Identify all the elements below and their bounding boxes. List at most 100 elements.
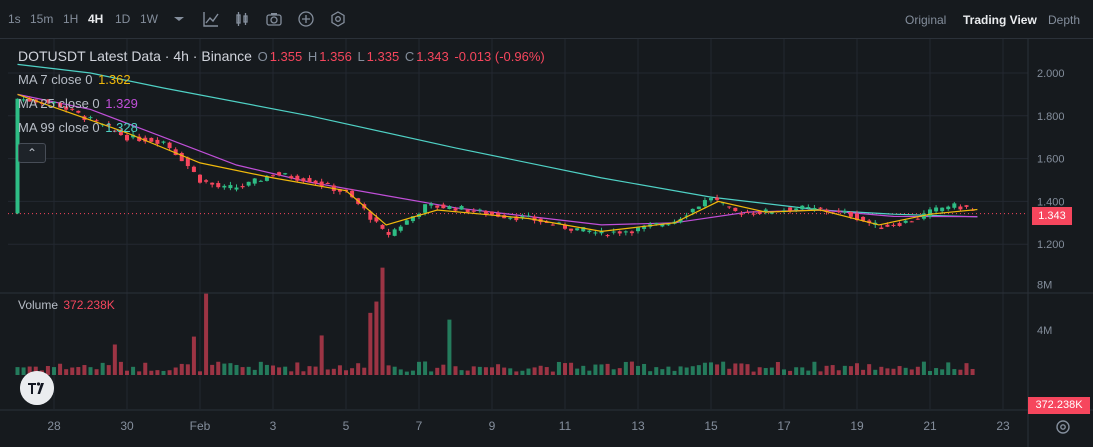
volume-bar — [830, 365, 835, 375]
time-tick-label: 7 — [416, 419, 423, 433]
candle-body — [921, 213, 926, 219]
candle-body — [477, 209, 482, 211]
volume-bar — [745, 364, 750, 375]
candle-body — [173, 149, 178, 156]
add-icon[interactable] — [297, 10, 315, 28]
volume-bar — [58, 363, 63, 375]
volume-bar — [112, 344, 117, 375]
candle-body — [684, 215, 689, 217]
camera-icon[interactable] — [265, 10, 283, 28]
candle-body — [848, 212, 853, 217]
time-tick-label: 21 — [923, 419, 937, 433]
interval-1h[interactable]: 1H — [63, 12, 79, 26]
volume-bar — [216, 361, 221, 375]
candle-body — [490, 211, 494, 215]
chevron-down-icon[interactable] — [170, 10, 188, 28]
candle-body — [763, 209, 768, 212]
volume-label: Volume — [18, 298, 59, 312]
candle-body — [94, 120, 99, 122]
interval-15m[interactable]: 15m — [30, 12, 54, 26]
time-tick-label: 13 — [631, 419, 645, 433]
candle-body — [252, 178, 257, 184]
volume-bar — [380, 267, 385, 375]
candle-body — [289, 176, 294, 179]
interval-1s[interactable]: 1s — [8, 12, 21, 26]
gear-icon[interactable] — [1054, 418, 1072, 436]
view-trading-view[interactable]: Trading View — [963, 13, 1037, 27]
volume-bar — [794, 367, 799, 375]
open-label: O — [257, 49, 268, 64]
ma7-path — [17, 93, 978, 233]
volume-bar — [550, 371, 555, 375]
candle-body — [678, 218, 683, 223]
candle-body — [696, 206, 701, 209]
candle-body — [952, 203, 957, 208]
candle-body — [751, 213, 756, 215]
ma25-value: 1.329 — [105, 96, 138, 111]
volume-bar — [198, 371, 202, 375]
volume-bar — [490, 367, 494, 375]
candle-body — [964, 205, 969, 207]
candle-body — [702, 200, 707, 207]
collapse-legend-button[interactable]: ⌃ — [18, 143, 46, 163]
volume-bar — [672, 370, 677, 375]
price-tick-label: 1.600 — [1037, 154, 1065, 166]
candle-body — [818, 207, 823, 209]
volume-bar — [921, 361, 926, 375]
volume-bar — [82, 365, 87, 375]
settings-hex-icon[interactable] — [329, 10, 347, 28]
volume-bar — [331, 368, 336, 375]
candle-body — [222, 185, 227, 188]
candle-body — [928, 209, 932, 217]
volume-bar — [64, 369, 69, 375]
candle-body — [909, 221, 914, 223]
candle-body — [629, 231, 634, 234]
candle-body — [745, 211, 750, 213]
candle-body — [307, 177, 312, 183]
indicator-icon[interactable] — [202, 10, 220, 28]
volume-bar — [131, 366, 136, 375]
tradingview-logo-icon[interactable] — [20, 371, 54, 405]
candle-body — [392, 229, 397, 236]
candle-type-icon[interactable] — [233, 10, 251, 28]
volume-bar — [435, 367, 440, 375]
candle-body — [295, 175, 300, 181]
candle-body — [903, 220, 908, 223]
candle-body — [441, 204, 446, 209]
candle-body — [228, 185, 233, 189]
candle-body — [277, 172, 282, 176]
volume-bar — [569, 362, 574, 375]
view-original[interactable]: Original — [905, 13, 947, 27]
volume-bar — [855, 363, 859, 375]
volume-tick-label: 8M — [1037, 280, 1052, 292]
candle-body — [447, 206, 452, 210]
volume-bar — [447, 319, 452, 375]
volume-value: 372.238K — [63, 298, 115, 312]
candle-body — [958, 206, 963, 210]
candle-body — [179, 152, 184, 162]
volume-bar — [775, 362, 780, 375]
volume-bar — [88, 367, 93, 375]
interval-1d[interactable]: 1D — [115, 12, 131, 26]
volume-bar — [264, 364, 269, 375]
volume-legend: Volume 372.238K — [18, 298, 117, 312]
volume-bar — [368, 312, 373, 375]
price-chart[interactable]: 2.000 1.800 1.600 1.400 1.200 8M 4M 28 30 Feb 3 5 7 9… — [0, 39, 1093, 447]
volume-bar — [660, 369, 665, 375]
interval-1w[interactable]: 1W — [140, 12, 158, 26]
volume-bar — [417, 361, 421, 375]
low-value: 1.335 — [366, 49, 400, 64]
candle-body — [806, 207, 811, 209]
volume-bar — [204, 293, 209, 375]
view-depth[interactable]: Depth — [1048, 13, 1081, 27]
time-tick-label: 5 — [343, 419, 350, 433]
volume-bar — [100, 362, 105, 375]
volume-bar — [191, 336, 196, 375]
candle-body — [198, 174, 202, 183]
last-volume-tag: 372.238K — [1028, 397, 1090, 414]
volume-bar — [915, 366, 920, 375]
volume-bar — [137, 371, 142, 375]
candle-body — [611, 231, 616, 233]
interval-4h[interactable]: 4H — [88, 12, 104, 26]
volume-bar — [441, 364, 446, 375]
